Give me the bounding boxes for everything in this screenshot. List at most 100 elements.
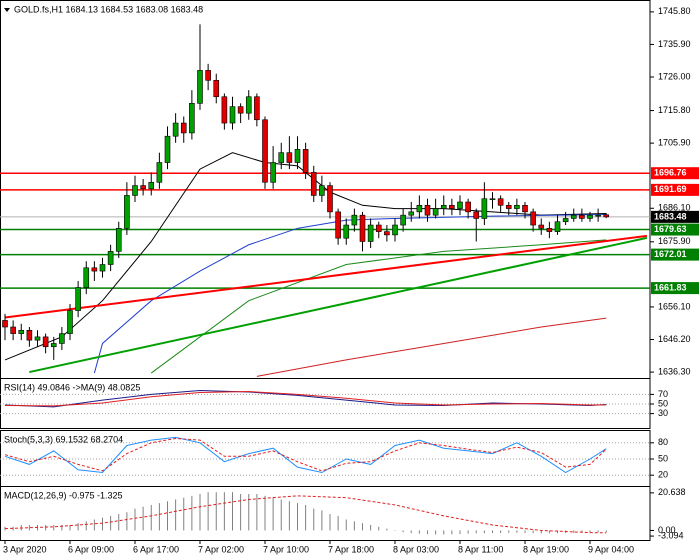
histogram-bar [134,508,136,531]
candle-body [587,214,593,219]
price-label-box [651,282,699,295]
candle-body [2,320,8,328]
histogram-bar [362,523,363,531]
candle-body [132,185,138,196]
x-tick-label: 7 Apr 10:00 [263,544,309,554]
histogram-bar [337,515,339,531]
y-tick-label: 1675.90 [658,236,691,246]
candle-body [294,149,301,163]
histogram-bar [540,530,542,534]
histogram-bar [345,519,347,531]
moving-average [93,214,607,374]
histogram-bar [232,492,233,531]
histogram-bar [532,530,534,534]
candle-body [67,310,73,334]
histogram-bar [370,524,372,531]
histogram-bar [118,514,120,531]
candle-body [197,70,203,104]
candle-body [10,326,16,334]
candle-body [172,122,179,137]
y-tick-label: 1646.20 [658,334,691,344]
candle-body [42,336,49,348]
candle-body [505,204,512,209]
candle-body [140,185,146,190]
candle-body [213,79,220,98]
histogram-bar [77,523,79,531]
histogram-bar [191,495,193,531]
histogram-bar [199,494,201,531]
candle-body [489,198,496,201]
candle-body [343,224,350,239]
candle-body [375,224,382,232]
histogram-bar [102,517,103,531]
histogram-bar [557,530,558,534]
candle-body [497,198,504,206]
histogram-bar [85,521,87,531]
x-tick-label: 8 Apr 19:00 [523,544,569,554]
x-tick-label: 8 Apr 03:00 [393,544,439,554]
candle-body [34,336,41,341]
y-tick-label: 1636.30 [658,366,691,376]
x-tick-label: 6 Apr 17:00 [133,544,179,554]
candle-body [579,214,585,219]
histogram-bar [353,521,355,531]
x-tick-label: 8 Apr 11:00 [458,544,503,554]
histogram-bar [93,519,95,531]
candle-body [335,211,341,239]
candle-body [75,287,81,311]
y-tick-label: -3.094 [658,530,684,540]
panel-title: RSI(14) 49.0846 ->MA(9) 48.0825 [4,382,140,392]
histogram-bar [451,530,453,535]
histogram-bar [386,528,388,531]
candle-body [50,343,57,348]
indicator-line [4,391,607,407]
histogram-bar [605,530,607,533]
histogram-bar [167,501,168,531]
menu-triangle [4,8,10,12]
histogram-bar [402,530,404,533]
candle-body [262,119,268,183]
last-price-box [651,210,699,223]
candle-body [530,211,536,226]
panel-title: Stoch(5,3,3) 69.1532 68.2704 [4,434,123,444]
histogram-bar [45,524,47,531]
histogram-bar [142,506,144,531]
histogram-bar [215,492,217,531]
histogram-bar [410,530,412,534]
candle-body [221,96,228,124]
moving-average [4,152,607,361]
trendline [29,236,648,374]
x-tick-label: 7 Apr 02:00 [198,544,244,554]
histogram-bar [459,530,461,535]
histogram-bar [394,530,396,531]
candle-body [440,204,447,209]
candle-body [400,214,406,226]
candle-body [107,251,114,265]
price-label-box [651,167,699,180]
y-tick-label: 70 [658,389,668,399]
histogram-bar [28,524,30,531]
panel-title: MACD(12,26,9) -0.975 -1.325 [4,490,123,500]
candle-body [99,264,106,272]
histogram-bar [207,492,209,531]
histogram-bar [573,530,575,533]
candle-body [416,204,423,213]
candle-body [432,208,439,216]
histogram-bar [264,495,266,531]
indicator-line [4,437,607,472]
candle-body [424,204,431,216]
candle-body [351,214,358,226]
y-tick-label: 20.638 [658,487,686,497]
candle-body [408,211,415,216]
y-tick-label: 1726.00 [658,71,691,81]
price-label: 1672.01 [654,249,687,259]
candle-body [205,70,211,81]
y-tick-label: 50 [658,398,668,408]
candle-body [570,214,577,219]
candle-body [245,96,252,114]
moving-average [256,317,607,377]
price-label: 1679.63 [654,224,687,234]
moving-average [150,239,607,374]
